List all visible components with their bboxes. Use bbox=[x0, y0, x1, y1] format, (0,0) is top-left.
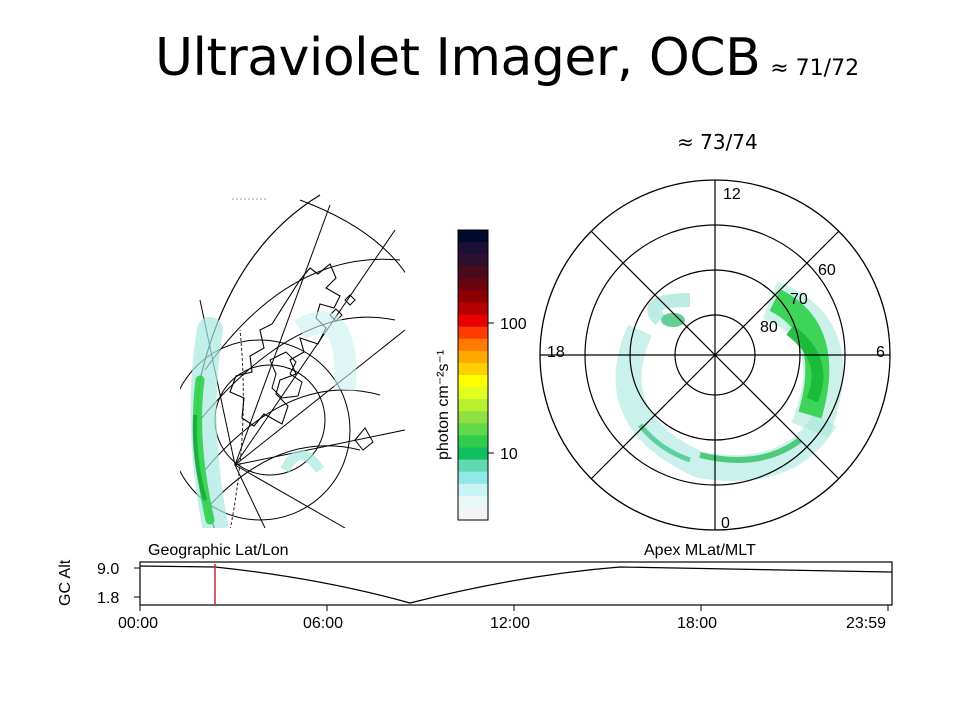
colorbar-cell bbox=[458, 254, 488, 267]
colorbar-cell bbox=[458, 314, 488, 328]
polar-label-70: 70 bbox=[790, 291, 808, 308]
polar-label-80: 80 bbox=[760, 319, 778, 336]
colorbar-label: photon cm⁻²s⁻¹ bbox=[435, 350, 452, 460]
polar-label-0: 0 bbox=[721, 515, 730, 532]
right-annotation: ≈ 73/74 bbox=[677, 130, 758, 154]
colorbar-cell bbox=[458, 495, 488, 509]
colorbar-cell bbox=[458, 483, 488, 497]
altitude-plot-frame bbox=[139, 561, 893, 606]
polar-coordinates-label: Apex MLat/MLT bbox=[644, 542, 756, 559]
colorbar-cell bbox=[458, 266, 488, 279]
colorbar-cell bbox=[458, 507, 488, 521]
colorbar-cell bbox=[458, 459, 488, 473]
slide-title: Ultraviolet Imager, OCB ≈ 71/72 bbox=[155, 26, 859, 101]
map-label: Geographic Lat/Lon bbox=[148, 542, 289, 559]
polar-label-60: 60 bbox=[818, 262, 836, 279]
colorbar-cell bbox=[458, 242, 488, 255]
colorbar-tick-100: 100 bbox=[500, 316, 527, 333]
colorbar-cell bbox=[458, 326, 488, 340]
colorbar-cell bbox=[458, 423, 488, 437]
altitude-plot: Geographic Lat/Lon Apex MLat/MLT GC Alt … bbox=[57, 542, 893, 632]
colorbar-cell bbox=[458, 375, 488, 388]
colorbar-cell bbox=[458, 338, 488, 352]
polar-label-18: 18 bbox=[547, 344, 565, 361]
colorbar-cell bbox=[458, 362, 488, 376]
colorbar-cell bbox=[458, 435, 488, 449]
title-text: Ultraviolet Imager, OCB bbox=[155, 28, 761, 88]
geographic-map bbox=[180, 190, 405, 528]
altitude-xtick-18: 18:00 bbox=[677, 615, 717, 632]
altitude-xtick-2359: 23:59 bbox=[846, 615, 886, 632]
colorbar-cell bbox=[458, 471, 488, 485]
colorbar-cell bbox=[458, 399, 488, 412]
altitude-xtick-00: 00:00 bbox=[118, 615, 158, 632]
colorbar-cell bbox=[458, 290, 488, 304]
colorbar-cell bbox=[458, 302, 488, 316]
colorbar-tick-10: 10 bbox=[500, 446, 518, 463]
altitude-curve bbox=[139, 565, 893, 604]
colorbar-cell bbox=[458, 230, 488, 243]
altitude-xtick-06: 06:00 bbox=[303, 615, 343, 632]
altitude-ytick-9: 9.0 bbox=[97, 561, 119, 578]
polar-plot: 12 18 6 0 60 70 80 bbox=[539, 179, 891, 532]
colorbar-cell bbox=[458, 278, 488, 292]
polar-label-6: 6 bbox=[876, 344, 885, 361]
altitude-xtick-12: 12:00 bbox=[490, 615, 530, 632]
colorbar: 100 10 photon cm⁻²s⁻¹ bbox=[435, 229, 527, 521]
polar-label-12: 12 bbox=[723, 186, 741, 203]
altitude-ytick-1-8: 1.8 bbox=[97, 590, 119, 607]
colorbar-cell bbox=[458, 350, 488, 364]
colorbar-cell bbox=[458, 411, 488, 424]
colorbar-cell bbox=[458, 387, 488, 400]
title-annotation: ≈ 71/72 bbox=[770, 56, 860, 81]
altitude-ylabel: GC Alt bbox=[57, 559, 74, 606]
colorbar-cell bbox=[458, 447, 488, 461]
